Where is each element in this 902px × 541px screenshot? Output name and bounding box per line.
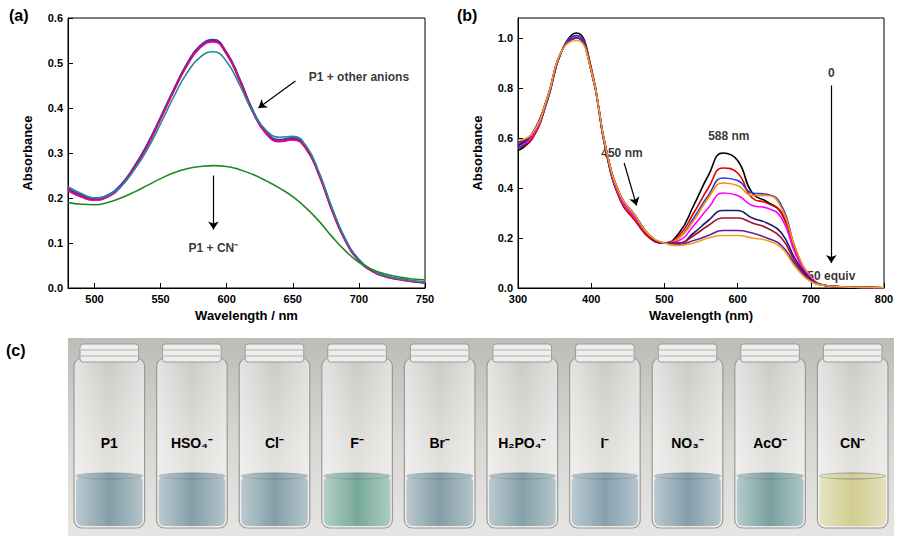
svg-text:0.0: 0.0 xyxy=(48,282,63,294)
svg-text:0.6: 0.6 xyxy=(48,12,63,24)
svg-text:Absorbance: Absorbance xyxy=(20,115,35,190)
svg-text:Wavelength / nm: Wavelength / nm xyxy=(195,308,298,323)
svg-text:600: 600 xyxy=(728,293,746,305)
svg-text:600: 600 xyxy=(217,293,235,305)
svg-text:Absorbance: Absorbance xyxy=(470,115,485,190)
html-text:(c): (c) xyxy=(6,342,26,359)
svg-text:300: 300 xyxy=(509,293,527,305)
svg-text:F⁻: F⁻ xyxy=(350,435,364,451)
svg-text:AcO⁻: AcO⁻ xyxy=(753,435,787,451)
svg-text:H₂PO₄⁻: H₂PO₄⁻ xyxy=(498,435,546,451)
svg-text:588 nm: 588 nm xyxy=(708,129,749,143)
svg-text:500: 500 xyxy=(85,293,103,305)
svg-text:0.4: 0.4 xyxy=(48,102,64,114)
svg-text:(b): (b) xyxy=(457,7,477,24)
svg-text:550: 550 xyxy=(151,293,169,305)
svg-text:0.2: 0.2 xyxy=(48,192,63,204)
svg-text:0.6: 0.6 xyxy=(498,132,513,144)
svg-text:450 nm: 450 nm xyxy=(601,146,643,160)
svg-text:P1: P1 xyxy=(101,435,118,451)
svg-text:Wavelength (nm): Wavelength (nm) xyxy=(649,308,753,323)
svg-text:0: 0 xyxy=(828,66,835,80)
svg-text:700: 700 xyxy=(802,293,820,305)
svg-text:0.5: 0.5 xyxy=(48,57,63,69)
svg-text:I⁻: I⁻ xyxy=(600,435,609,451)
svg-text:P1 + other anions: P1 + other anions xyxy=(309,70,410,84)
svg-text:0.2: 0.2 xyxy=(498,232,513,244)
svg-text:400: 400 xyxy=(582,293,600,305)
svg-text:750: 750 xyxy=(416,293,434,305)
svg-text:500: 500 xyxy=(655,293,673,305)
svg-text:700: 700 xyxy=(350,293,368,305)
svg-text:0.4: 0.4 xyxy=(498,182,514,194)
svg-text:800: 800 xyxy=(875,293,893,305)
svg-text:1.0: 1.0 xyxy=(498,32,513,44)
svg-text:0.3: 0.3 xyxy=(48,147,63,159)
svg-text:(a): (a) xyxy=(9,7,29,24)
svg-text:HSO₄⁻: HSO₄⁻ xyxy=(171,435,213,451)
svg-text:50 equiv: 50 equiv xyxy=(807,268,856,283)
svg-text:650: 650 xyxy=(284,293,302,305)
svg-text:0.8: 0.8 xyxy=(498,82,513,94)
svg-text:0.1: 0.1 xyxy=(48,237,63,249)
svg-text:CN⁻: CN⁻ xyxy=(840,435,865,451)
svg-text:NO₃⁻: NO₃⁻ xyxy=(671,435,703,451)
svg-text:Cl⁻: Cl⁻ xyxy=(265,435,284,451)
svg-text:Br⁻: Br⁻ xyxy=(429,435,450,451)
svg-text:0.0: 0.0 xyxy=(497,282,513,294)
svg-text:P1 + CN⁻: P1 + CN⁻ xyxy=(189,241,239,255)
